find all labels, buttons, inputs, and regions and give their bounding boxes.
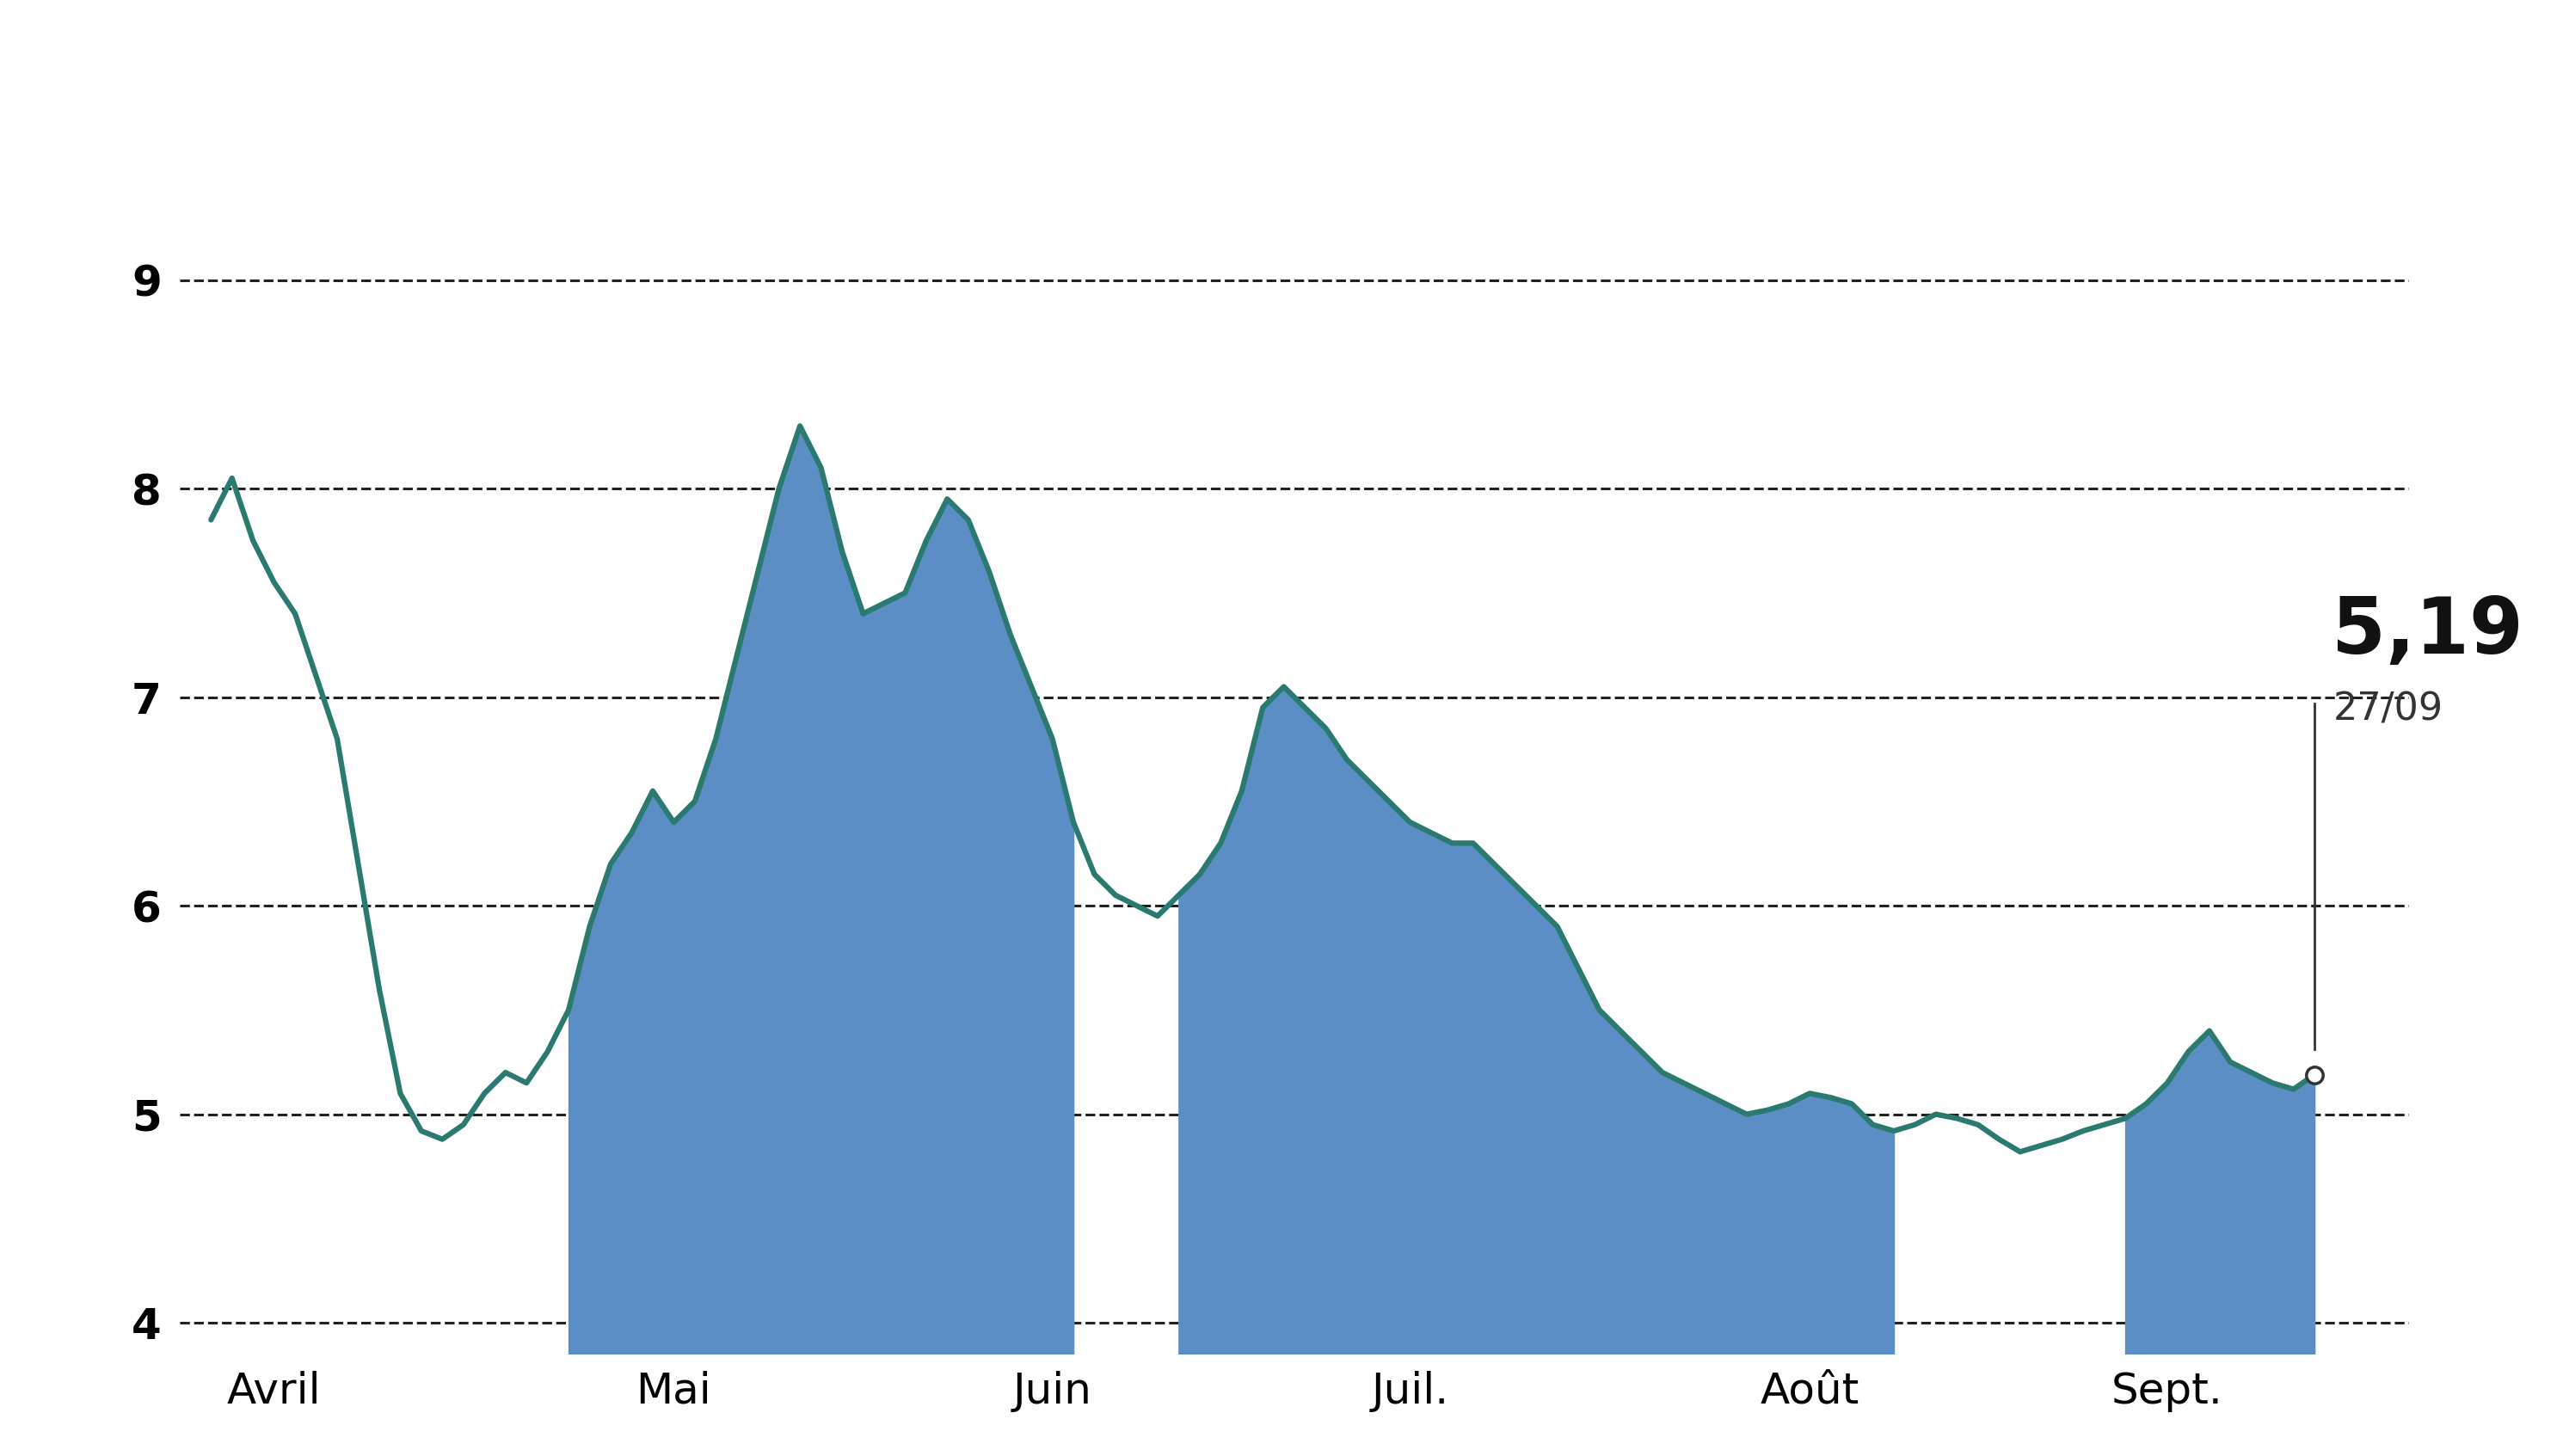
Text: 27/09: 27/09 [2332,690,2443,728]
Text: 5,19: 5,19 [2332,594,2522,670]
Text: HYDROGEN REFUELING: HYDROGEN REFUELING [543,29,2020,138]
